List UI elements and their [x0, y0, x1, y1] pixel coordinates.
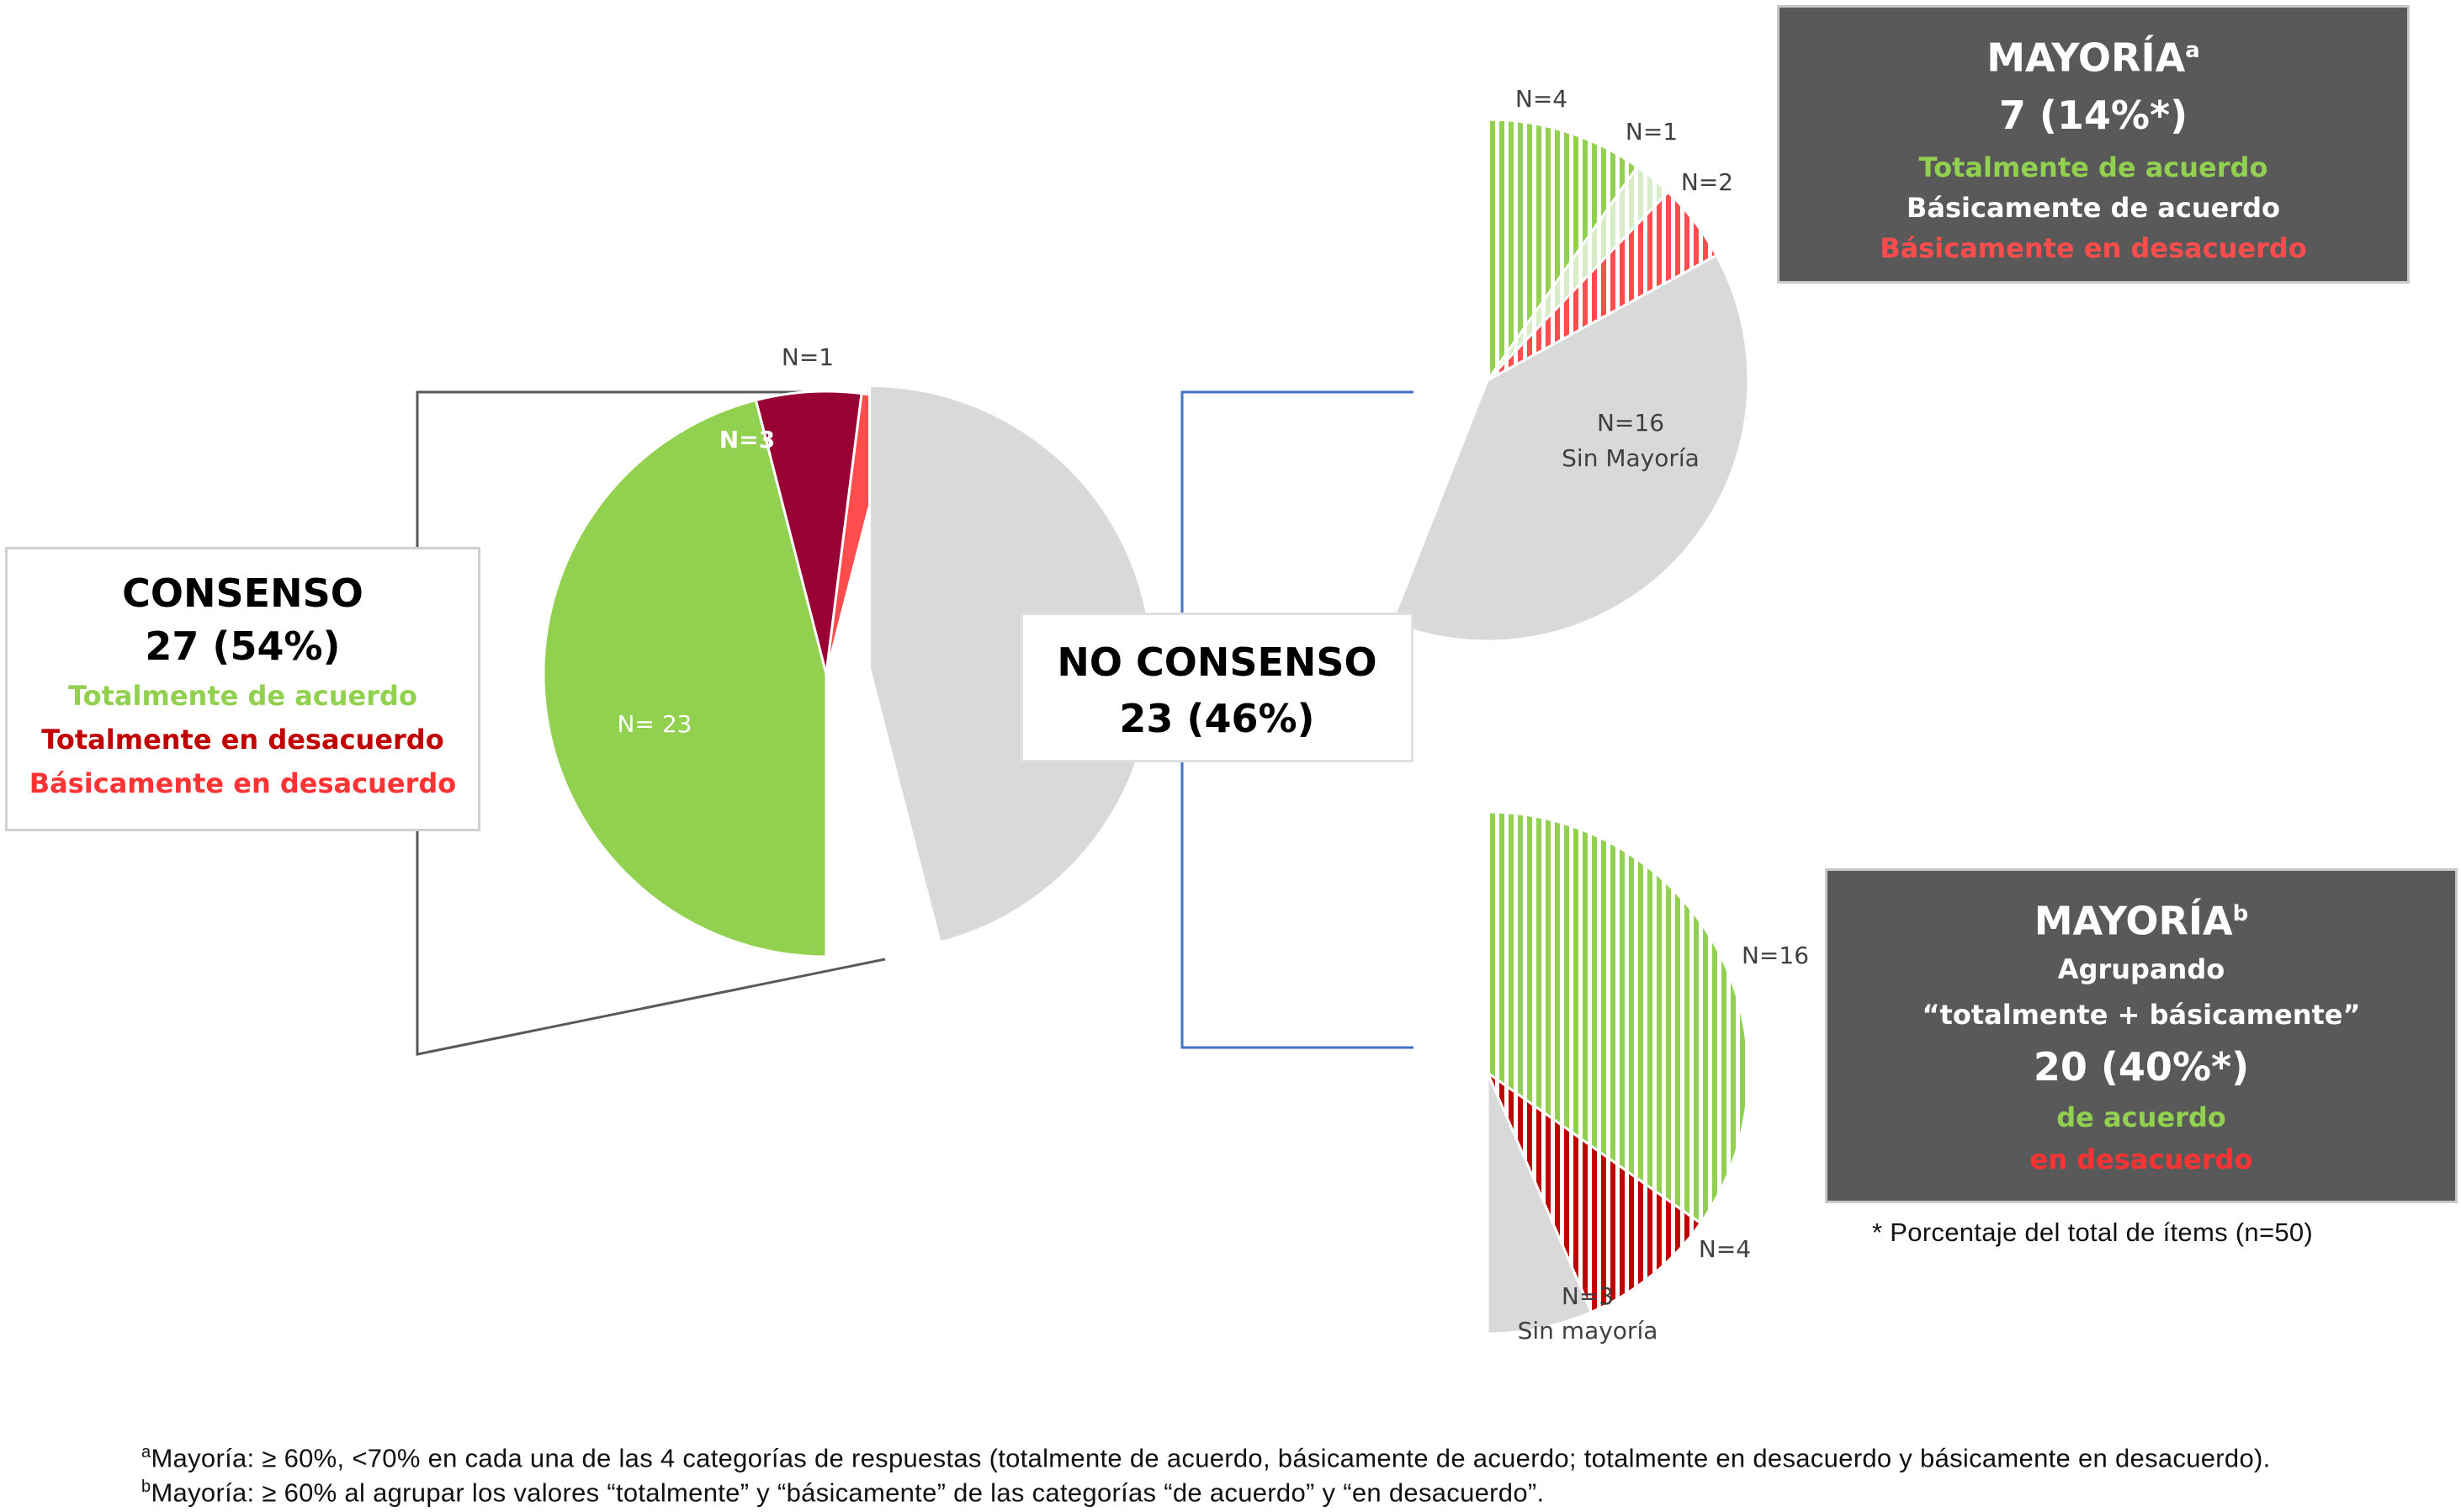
pie-main-slice-1 — [754, 390, 863, 675]
consenso-line-2: Totalmente en desacuerdo — [41, 724, 444, 756]
footnote-a-text: Mayoría: ≥ 60%, <70% en cada una de las … — [151, 1443, 2271, 1473]
footnote-a: aMayoría: ≥ 60%, <70% en cada una de las… — [141, 1443, 2271, 1473]
pie-bottom-slice-0 — [1486, 810, 1750, 1225]
consenso-box: CONSENSO 27 (54%) Totalmente de acuerdo … — [5, 547, 480, 831]
label-main-green: N= 23 — [618, 710, 692, 738]
footnote-a-sup: a — [141, 1443, 151, 1462]
label-top-grey-sub: Sin Mayoría — [1562, 444, 1700, 472]
label-bottom-darkred: N=4 — [1699, 1235, 1751, 1263]
mayoria-b-value: 20 (40%*) — [2033, 1044, 2250, 1090]
consenso-value: 27 (54%) — [145, 623, 341, 669]
pie-bottom-slice-2 — [1486, 1072, 1594, 1335]
mayoria-a-value: 7 (14%*) — [1998, 93, 2188, 139]
pie-mayoria-a — [1389, 118, 1750, 643]
no-consenso-title: NO CONSENSO — [1057, 639, 1377, 685]
label-bottom-grey-sub: Sin mayoría — [1518, 1317, 1658, 1345]
pie-top-slice-0 — [1486, 118, 1640, 385]
mayoria-a-sup: a — [2185, 38, 2200, 63]
label-bottom-grey: N=3 — [1562, 1282, 1614, 1310]
footnote-b-text: Mayoría: ≥ 60% al agrupar los valores “t… — [151, 1478, 1545, 1508]
mayoria-a-line-1: Totalmente de acuerdo — [1918, 151, 2268, 184]
mayoria-b-line-2: en desacuerdo — [2029, 1143, 2253, 1176]
mayoria-a-line-2: Básicamente de acuerdo — [1907, 192, 2280, 225]
mayoria-b-title: MAYORÍAb — [2034, 898, 2249, 944]
pie-consenso — [542, 384, 1154, 958]
footnote-b: bMayoría: ≥ 60% al agrupar los valores “… — [141, 1478, 1544, 1508]
label-top-green: N=4 — [1515, 85, 1567, 113]
label-top-lightgreen: N=1 — [1626, 118, 1678, 146]
pie-mayoria-b — [1484, 810, 1750, 1335]
footnote-b-sup: b — [141, 1478, 151, 1496]
mayoria-b-subtitle-1: Agrupando — [2057, 953, 2225, 986]
mayoria-a-title: MAYORÍAa — [1986, 34, 2200, 81]
percentage-note: * Porcentaje del total de ítems (n=50) — [1872, 1218, 2314, 1247]
consenso-line-1: Totalmente de acuerdo — [68, 680, 417, 712]
pie-bottom-slice-1 — [1484, 1069, 1703, 1314]
mayoria-b-line-1: de acuerdo — [2056, 1101, 2226, 1134]
label-main-darkred: N=3 — [719, 426, 775, 454]
mayoria-b-sup: b — [2232, 901, 2249, 926]
mayoria-a-line-3: Básicamente en desacuerdo — [1880, 232, 2307, 265]
label-top-grey: N=16 — [1597, 409, 1664, 437]
consenso-title: CONSENSO — [122, 570, 363, 616]
label-top-red: N=2 — [1681, 168, 1733, 196]
pie-main-slice-0 — [542, 398, 828, 958]
label-main-red: N=1 — [782, 343, 834, 371]
label-bottom-green: N=16 — [1742, 942, 1809, 969]
no-consenso-box: NO CONSENSO 23 (46%) — [1021, 613, 1413, 762]
no-consenso-value: 23 (46%) — [1119, 696, 1315, 741]
mayoria-b-subtitle-2: “totalmente + básicamente” — [1922, 999, 2361, 1032]
pie-top-slice-3 — [1389, 253, 1750, 643]
mayoria-a-box: MAYORÍAa 7 (14%*) Totalmente de acuerdo … — [1777, 5, 2410, 284]
mayoria-b-box: MAYORÍAb Agrupando “totalmente + básicam… — [1825, 868, 2458, 1203]
consenso-line-3: Básicamente en desacuerdo — [29, 767, 457, 799]
